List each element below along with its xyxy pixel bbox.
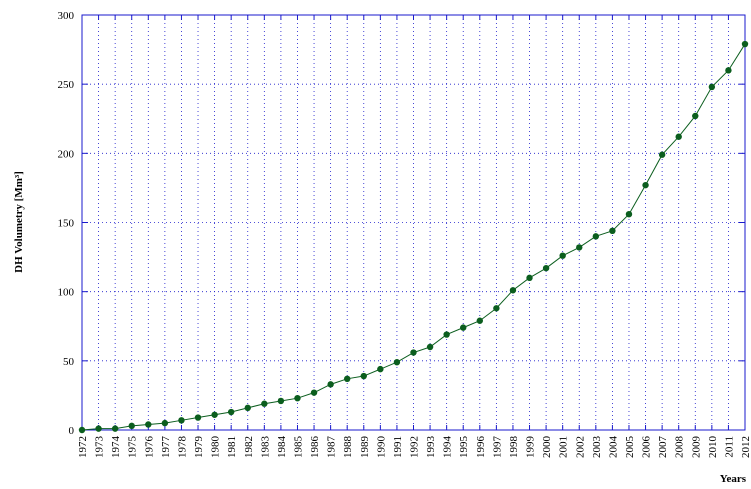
y-tick-label: 0 (69, 425, 75, 437)
x-tick-label: 1974 (110, 436, 122, 459)
x-tick-label: 1996 (475, 436, 487, 459)
point (178, 417, 185, 424)
x-tick-label: 1991 (392, 436, 404, 458)
point (194, 414, 202, 421)
point (576, 244, 583, 251)
x-tick-label: 2009 (690, 436, 702, 459)
point (410, 349, 417, 356)
point (111, 425, 119, 432)
x-tick-label: 1976 (143, 436, 155, 459)
point (227, 408, 235, 416)
x-tick-label: 1990 (375, 436, 387, 459)
x-tick-label: 2010 (707, 436, 719, 459)
point (294, 394, 301, 402)
x-tick-label: 1995 (458, 436, 470, 459)
y-tick-label: 200 (58, 148, 75, 160)
y-tick-label: 300 (58, 10, 75, 22)
x-tick-label: 2002 (574, 436, 586, 458)
x-tick-label: 1978 (176, 436, 188, 459)
point (145, 421, 152, 428)
point (95, 425, 102, 432)
x-tick-label: 1972 (77, 436, 89, 458)
x-tick-label: 1989 (359, 436, 371, 459)
x-tick-label: 1983 (259, 436, 271, 459)
point (327, 381, 334, 388)
point (609, 227, 616, 234)
x-tick-label: 1997 (491, 436, 503, 459)
point (542, 264, 550, 272)
point (592, 233, 600, 240)
x-tick-label: 2003 (591, 436, 603, 459)
point (625, 211, 633, 218)
x-tick-label: 1994 (442, 436, 454, 459)
x-tick-label: 1998 (508, 436, 520, 459)
point (360, 372, 367, 380)
y-tick-label: 100 (58, 287, 75, 299)
x-tick-label: 1982 (243, 436, 255, 458)
x-tick-label: 1979 (193, 436, 205, 459)
point (310, 389, 318, 396)
point (725, 67, 732, 74)
x-tick-label: 2007 (657, 436, 669, 459)
line (81, 43, 746, 431)
x-tick-label: 2012 (740, 436, 751, 458)
point (161, 419, 169, 427)
x-tick-label: 1973 (94, 436, 106, 459)
point (344, 375, 351, 383)
point (509, 287, 517, 294)
y-axis-label: DH Volumetry [Mm³] (13, 171, 25, 273)
point (658, 151, 666, 158)
x-tick-label: 1987 (326, 436, 338, 459)
x-tick-label: 1999 (525, 436, 537, 459)
y-tick-label: 150 (58, 218, 75, 230)
point (443, 331, 450, 338)
x-tick-label: 1992 (409, 436, 421, 458)
x-tick-label: 1975 (127, 436, 139, 459)
point (211, 411, 218, 418)
y-tick-label: 50 (63, 356, 75, 368)
point (393, 359, 401, 366)
point (692, 112, 699, 120)
x-tick-label: 1988 (342, 436, 354, 459)
x-axis-label: Years (720, 473, 747, 485)
point (244, 404, 251, 412)
y-tick-label: 250 (58, 79, 75, 91)
x-tick-label: 1993 (425, 436, 437, 459)
x-tick-label: 2011 (723, 436, 735, 458)
x-tick-label: 1984 (276, 436, 288, 459)
x-tick-label: 2004 (607, 436, 619, 459)
point (526, 274, 533, 282)
point (476, 317, 483, 324)
point (708, 83, 716, 91)
point (493, 305, 500, 312)
x-tick-label: 1986 (309, 436, 321, 459)
point (675, 133, 682, 140)
point (460, 324, 467, 331)
x-tick-label: 2005 (624, 436, 636, 459)
x-tick-label: 2008 (674, 436, 686, 459)
x-tick-label: 1977 (160, 436, 172, 459)
point (78, 426, 86, 434)
point (261, 400, 268, 407)
point (377, 365, 384, 373)
x-tick-label: 1985 (292, 436, 304, 459)
point (642, 181, 649, 189)
x-tick-label: 2000 (541, 436, 553, 459)
point (277, 397, 285, 405)
plot-frame (81, 14, 746, 431)
point (741, 40, 749, 48)
point (559, 252, 566, 259)
point (426, 343, 434, 351)
point (128, 422, 135, 430)
x-tick-label: 2001 (558, 436, 570, 458)
x-tick-label: 1980 (210, 436, 222, 459)
x-tick-label: 2006 (641, 436, 653, 459)
x-tick-label: 1981 (226, 436, 238, 458)
